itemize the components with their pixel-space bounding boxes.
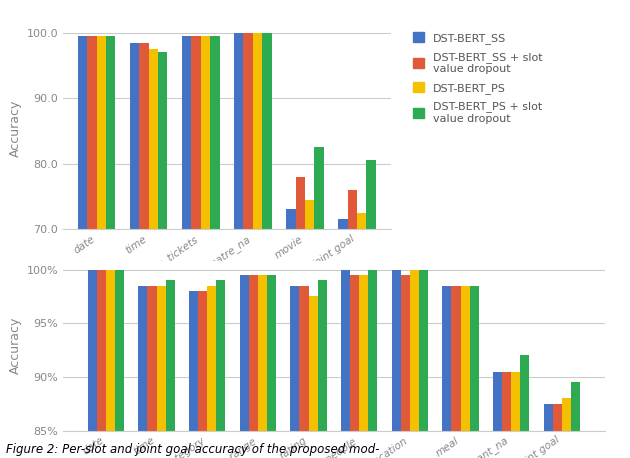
Bar <box>78 36 88 458</box>
Bar <box>267 275 276 458</box>
Bar <box>410 270 419 458</box>
Bar <box>520 355 529 458</box>
Bar <box>88 270 97 458</box>
Bar <box>392 270 401 458</box>
Bar <box>366 160 375 458</box>
Bar <box>512 371 520 458</box>
Bar <box>147 286 156 458</box>
Bar <box>502 371 512 458</box>
Bar <box>97 270 106 458</box>
Bar <box>553 403 562 458</box>
Bar <box>309 296 318 458</box>
Bar <box>149 49 158 458</box>
Bar <box>106 36 115 458</box>
Bar <box>130 43 139 458</box>
Bar <box>286 209 295 458</box>
Bar <box>562 398 571 458</box>
Bar <box>493 371 502 458</box>
X-axis label: Sim-M: Sim-M <box>205 286 248 300</box>
Bar <box>290 286 299 458</box>
Bar <box>249 275 258 458</box>
Bar <box>96 36 106 458</box>
Bar <box>401 275 410 458</box>
Bar <box>314 147 324 458</box>
Bar <box>139 43 149 458</box>
Bar <box>262 33 272 458</box>
Bar <box>299 286 309 458</box>
Bar <box>461 286 470 458</box>
Bar <box>341 270 350 458</box>
Bar <box>210 36 219 458</box>
Bar <box>369 270 377 458</box>
Legend: DST-BERT_SS, DST-BERT_SS + slot
value dropout, DST-BERT_PS, DST-BERT_PS + slot
v: DST-BERT_SS, DST-BERT_SS + slot value dr… <box>410 29 546 127</box>
Bar <box>201 36 210 458</box>
Bar <box>158 52 168 458</box>
Bar <box>115 270 124 458</box>
Y-axis label: Accuracy: Accuracy <box>9 317 22 375</box>
Bar <box>452 286 461 458</box>
Bar <box>243 33 253 458</box>
Bar <box>216 280 226 458</box>
Bar <box>359 275 369 458</box>
Bar <box>348 190 357 458</box>
Bar <box>442 286 452 458</box>
Bar <box>470 286 479 458</box>
Bar <box>139 286 147 458</box>
Bar <box>239 275 249 458</box>
Bar <box>338 219 348 458</box>
Bar <box>207 286 216 458</box>
Bar <box>258 275 267 458</box>
Bar <box>189 291 198 458</box>
Bar <box>544 403 553 458</box>
Bar <box>166 280 175 458</box>
Bar <box>253 33 262 458</box>
Bar <box>571 382 580 458</box>
Bar <box>234 33 243 458</box>
Bar <box>318 280 327 458</box>
Bar <box>305 200 314 458</box>
Bar <box>182 36 192 458</box>
Bar <box>192 36 201 458</box>
Bar <box>350 275 359 458</box>
Bar <box>419 270 428 458</box>
Y-axis label: Accuracy: Accuracy <box>9 99 22 157</box>
Bar <box>357 213 366 458</box>
Bar <box>295 177 305 458</box>
Bar <box>106 270 115 458</box>
Bar <box>88 36 96 458</box>
Bar <box>198 291 207 458</box>
Text: Figure 2: Per-slot and joint goal accuracy of the proposed mod-: Figure 2: Per-slot and joint goal accura… <box>6 443 380 456</box>
Bar <box>156 286 166 458</box>
